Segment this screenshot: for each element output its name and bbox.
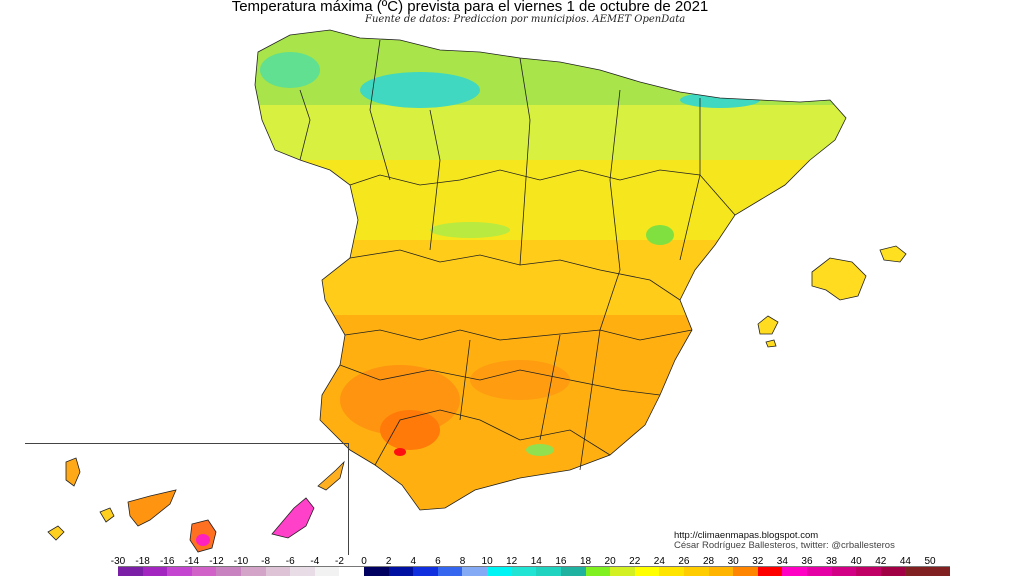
legend-label: -2 bbox=[335, 556, 344, 567]
legend-label: -6 bbox=[285, 556, 295, 567]
legend-swatch bbox=[536, 567, 561, 576]
canary-islands bbox=[47, 457, 345, 553]
legend-label: 18 bbox=[579, 556, 592, 567]
legend-label: 6 bbox=[435, 556, 441, 567]
legend-swatch bbox=[585, 567, 611, 576]
ibiza bbox=[757, 315, 779, 335]
legend-label: 14 bbox=[530, 556, 542, 567]
legend-label: 50 bbox=[924, 556, 936, 567]
legend-label: 44 bbox=[899, 556, 911, 567]
legend-label: -4 bbox=[310, 556, 320, 567]
legend-label: 10 bbox=[481, 556, 493, 567]
legend-color-bar bbox=[0, 567, 1024, 576]
legend-label: 34 bbox=[776, 556, 788, 567]
legend-label: 24 bbox=[653, 556, 665, 567]
legend-swatch bbox=[806, 567, 832, 576]
legend-swatch bbox=[437, 567, 463, 576]
legend-label: 22 bbox=[629, 556, 641, 567]
legend-swatch bbox=[290, 567, 315, 576]
legend-label: 12 bbox=[506, 556, 518, 567]
legend-swatch bbox=[733, 567, 758, 576]
legend-swatch bbox=[216, 567, 242, 576]
formentera bbox=[765, 339, 777, 348]
legend-axis-line bbox=[118, 566, 950, 567]
legend-label: 26 bbox=[678, 556, 690, 567]
legend-swatch bbox=[388, 567, 414, 576]
legend-label: 36 bbox=[801, 556, 813, 567]
legend-label: 38 bbox=[826, 556, 838, 567]
legend-swatch bbox=[610, 567, 635, 576]
legend-swatch bbox=[265, 567, 291, 576]
legend-label: 42 bbox=[875, 556, 887, 567]
legend-label: 0 bbox=[361, 556, 367, 567]
legend-swatch bbox=[142, 567, 168, 576]
legend-swatch bbox=[511, 567, 537, 576]
legend-label: 30 bbox=[727, 556, 739, 567]
legend-label: -18 bbox=[135, 556, 150, 567]
legend-swatch bbox=[708, 567, 734, 576]
legend-swatch bbox=[856, 567, 881, 576]
legend-label: -10 bbox=[233, 556, 249, 567]
legend-swatch bbox=[659, 567, 684, 576]
legend-swatch bbox=[191, 567, 217, 576]
province-borders bbox=[254, 29, 847, 511]
legend-label: 4 bbox=[410, 556, 417, 567]
legend-label: 40 bbox=[850, 556, 862, 567]
legend-swatch bbox=[167, 567, 192, 576]
legend-swatch bbox=[364, 567, 389, 576]
credits: http://climaenmapas.blogspot.com César R… bbox=[674, 531, 895, 551]
legend-swatch bbox=[118, 567, 143, 576]
legend-swatch bbox=[487, 567, 512, 576]
legend-swatch bbox=[339, 567, 365, 576]
mallorca bbox=[811, 257, 867, 301]
credits-author: César Rodríguez Ballesteros, twitter: @c… bbox=[674, 540, 895, 551]
legend-label: -30 bbox=[110, 556, 126, 567]
legend-swatch bbox=[634, 567, 660, 576]
legend-swatch bbox=[782, 567, 807, 576]
legend-swatch bbox=[880, 567, 906, 576]
legend-swatch bbox=[241, 567, 266, 576]
legend-label: -8 bbox=[261, 556, 271, 567]
legend-label: 2 bbox=[385, 556, 392, 567]
legend-label: 8 bbox=[459, 556, 466, 567]
legend-label: 28 bbox=[702, 556, 715, 567]
legend-label: 32 bbox=[752, 556, 764, 567]
canary-inset-border-right bbox=[348, 443, 349, 555]
credits-url: http://climaenmapas.blogspot.com bbox=[674, 530, 819, 541]
canary-inset-border-top bbox=[25, 443, 349, 444]
legend-swatch bbox=[462, 567, 488, 576]
legend-labels: -30 -18 -16 -14 -12 -10 -8 -6 -4 -2 0 2 4 6 8 10 12 14 16 1… bbox=[0, 556, 1024, 567]
legend-swatch bbox=[757, 567, 783, 576]
legend-label: -16 bbox=[159, 556, 175, 567]
menorca bbox=[879, 245, 907, 263]
legend-swatch bbox=[413, 567, 438, 576]
legend-label: 20 bbox=[604, 556, 616, 567]
legend-swatch bbox=[314, 567, 340, 576]
map-subtitle: Fuente de datos: Prediccion por municipi… bbox=[365, 14, 686, 25]
map-title: Temperatura máxima (ºC) prevista para el… bbox=[231, 0, 709, 15]
legend-swatch bbox=[831, 567, 857, 576]
legend-label: -12 bbox=[209, 556, 224, 567]
legend-swatch bbox=[683, 567, 709, 576]
legend-label: 16 bbox=[555, 556, 567, 567]
legend-swatch bbox=[560, 567, 586, 576]
mainland-spain bbox=[255, 30, 846, 510]
legend-swatch bbox=[905, 567, 950, 576]
legend-label: -14 bbox=[184, 556, 200, 567]
